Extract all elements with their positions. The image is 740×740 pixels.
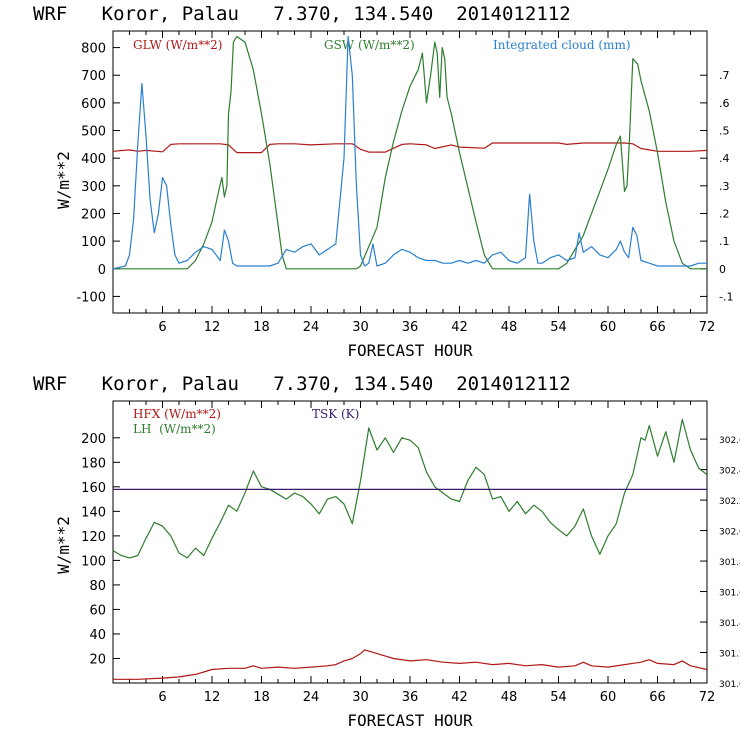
x-tick-label: 60 — [600, 690, 617, 705]
y2-tick-label: .4 — [719, 152, 730, 165]
legend-item-gsw: GSW (W/m**2) — [324, 38, 415, 52]
x-tick-label: 42 — [451, 320, 468, 335]
series-line-gsw — [113, 35, 707, 270]
y2-tick-label: .2 — [719, 207, 730, 220]
y-axis-label: W/m**2 — [54, 151, 73, 209]
legend-item-tsk: TSK (K) — [312, 407, 359, 421]
y2-tick-label: 302.6 — [719, 436, 740, 446]
y-tick-label: 200 — [81, 207, 106, 222]
x-tick-label: 6 — [158, 320, 166, 335]
y-tick-label: 160 — [81, 481, 106, 496]
series-line-lh — [112, 418, 708, 559]
chart-title: WRF Koror, Palau 7.370, 134.540 20140121… — [33, 3, 571, 25]
surface-flux-panel: WRF Koror, Palau 7.370, 134.540 20140121… — [33, 373, 740, 730]
y-tick-label: 100 — [81, 554, 106, 569]
x-tick-label: 48 — [501, 320, 518, 335]
x-tick-label: 54 — [550, 690, 567, 705]
y2-tick-label: 301.4 — [719, 619, 740, 629]
x-tick-label: 72 — [699, 690, 716, 705]
y-tick-label: 140 — [81, 505, 106, 520]
x-tick-label: 6 — [158, 690, 166, 705]
plot-frame — [112, 400, 708, 684]
y2-tick-label: 301.8 — [719, 558, 740, 568]
y-tick-label: 120 — [81, 530, 106, 545]
x-tick-label: 42 — [451, 690, 468, 705]
x-tick-label: 24 — [303, 320, 320, 335]
y2-tick-label: -.1 — [719, 290, 733, 303]
legend-item-cloud: Integrated cloud (mm) — [493, 38, 631, 52]
x-tick-label: 12 — [204, 690, 221, 705]
legend: HFX (W/m**2) LH (W/m**2) TSK (K) — [133, 407, 359, 436]
x-tick-label: 66 — [649, 690, 666, 705]
y2-tick-label: 301.6 — [719, 589, 740, 599]
x-tick-label: 48 — [501, 690, 518, 705]
x-tick-label: 18 — [253, 690, 270, 705]
y-tick-label: 40 — [89, 628, 106, 643]
y2-tick-label: 302.0 — [719, 528, 740, 538]
y-tick-label: 200 — [81, 432, 106, 447]
x-tick-label: 72 — [699, 320, 716, 335]
y-tick-label: 600 — [81, 97, 106, 112]
legend-item-hfx: HFX (W/m**2) — [133, 407, 221, 421]
x-tick-label: 30 — [352, 690, 369, 705]
x-tick-label: 60 — [600, 320, 617, 335]
y-axis-label: W/m**2 — [54, 516, 73, 574]
x-tick-label: 66 — [649, 320, 666, 335]
x-tick-label: 54 — [550, 320, 567, 335]
y-tick-label: 400 — [81, 152, 106, 167]
y2-tick-label: .5 — [719, 125, 730, 138]
x-tick-label: 36 — [402, 690, 419, 705]
chart-title: WRF Koror, Palau 7.370, 134.540 20140121… — [33, 373, 571, 395]
y2-tick-label: 0 — [719, 263, 726, 276]
y-tick-label: 180 — [81, 456, 106, 471]
x-tick-label: 18 — [253, 320, 270, 335]
x-axis-label: FORECAST HOUR — [347, 341, 473, 360]
y2-tick-label: 302.2 — [719, 497, 740, 507]
y2-tick-label: .7 — [719, 69, 730, 82]
y2-tick-label: 302.4 — [719, 467, 740, 477]
plot-frame — [112, 30, 708, 314]
x-tick-label: 30 — [352, 320, 369, 335]
y-tick-label: 20 — [89, 652, 106, 667]
y-tick-label: 300 — [81, 180, 106, 195]
y-tick-label: 700 — [81, 69, 106, 84]
x-tick-label: 36 — [402, 320, 419, 335]
y-tick-label: 100 — [81, 235, 106, 250]
series-line-integrated — [112, 35, 707, 270]
y2-tick-label: .6 — [719, 97, 730, 110]
x-tick-label: 12 — [204, 320, 221, 335]
y2-tick-label: .1 — [719, 235, 730, 248]
y2-tick-label: .3 — [719, 180, 730, 193]
y2-tick-label: 301.2 — [719, 650, 740, 660]
radiation-cloud-panel: WRF Koror, Palau 7.370, 134.540 20140121… — [33, 3, 733, 360]
y-tick-label: 800 — [81, 42, 106, 57]
series-line-hfx — [113, 649, 708, 680]
y-tick-label: 80 — [89, 579, 106, 594]
x-tick-label: 24 — [303, 690, 320, 705]
x-axis-label: FORECAST HOUR — [347, 711, 473, 730]
y2-tick-label: 301.0 — [719, 680, 740, 690]
y-tick-label: -100 — [76, 290, 106, 305]
series-line-glw — [112, 142, 708, 154]
legend-item-glw: GLW (W/m**2) — [133, 38, 222, 52]
y-tick-label: 500 — [81, 125, 106, 140]
legend-item-lh: LH (W/m**2) — [133, 422, 216, 436]
y-tick-label: 0 — [98, 263, 106, 278]
legend: GLW (W/m**2) GSW (W/m**2) Integrated clo… — [133, 38, 631, 52]
y-tick-label: 60 — [89, 603, 106, 618]
